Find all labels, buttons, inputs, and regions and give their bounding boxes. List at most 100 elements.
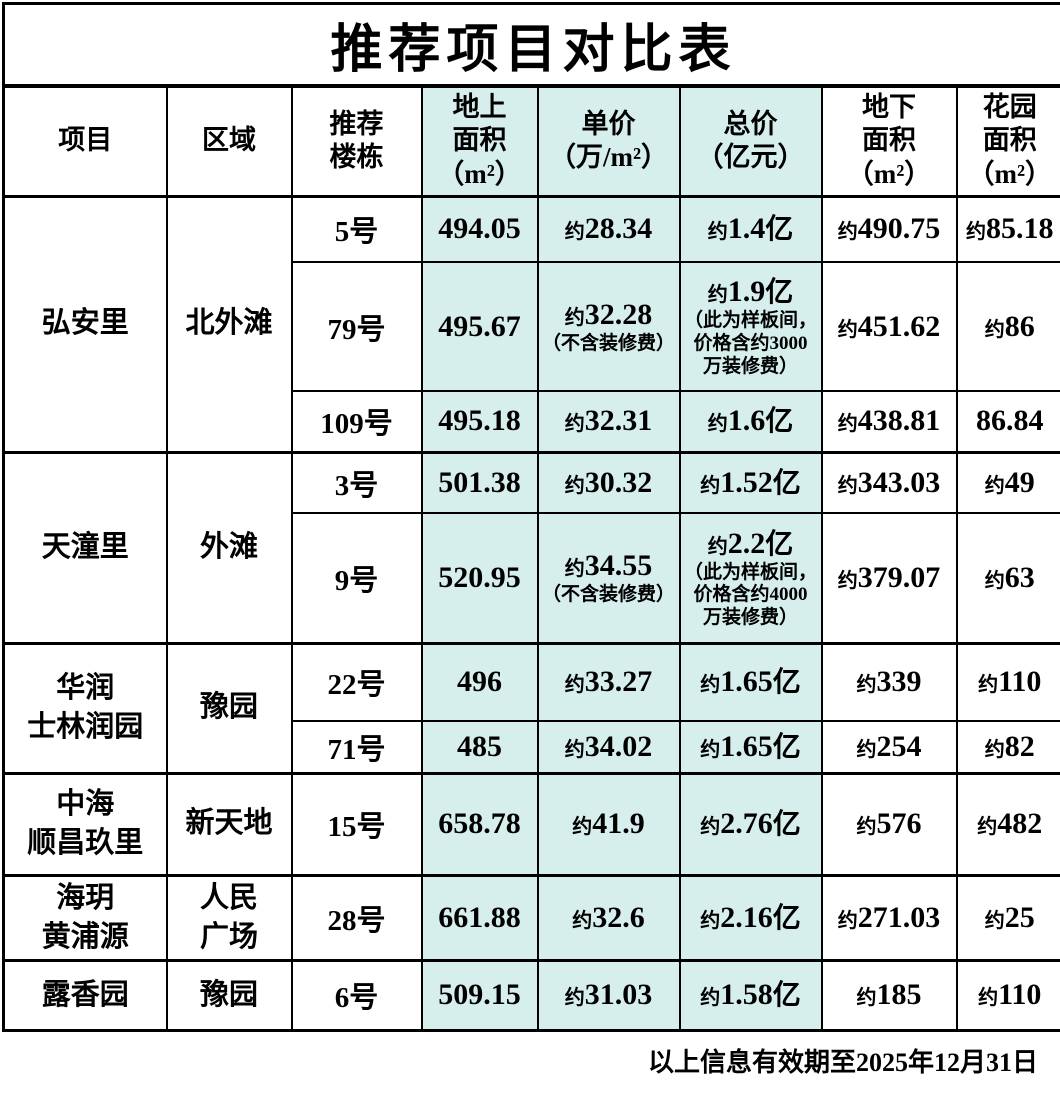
project-cell: 天潼里 [2,450,168,644]
building-cell: 79号 [290,261,423,392]
table-row: 华润 士林润园 豫园 22号 496 约33.27 约1.65亿 约339 约1… [2,641,1060,774]
building-cell: 6号 [290,958,423,1032]
building-cell: 22号 [290,641,423,722]
district-cell: 新天地 [165,771,293,876]
garden-area-cell: 约85.18 [955,194,1060,263]
total-price-value: 约1.9亿 [707,275,794,309]
area-cell: 501.38 [420,450,539,514]
underground-area-cell: 约254 [820,720,958,774]
underground-area-cell: 约379.07 [820,512,958,644]
district-cell: 人民 广场 [165,873,293,962]
underground-area-cell: 约451.62 [820,261,958,392]
underground-area-cell: 约438.81 [820,390,958,453]
page-title: 推荐项目对比表 [1,2,1060,88]
unit-price-cell: 约34.02 [536,720,681,774]
area-cell: 495.67 [420,261,539,392]
total-price-cell: 约2.76亿 [678,771,823,876]
col-header-district: 区域 [165,85,293,198]
area-cell: 495.18 [420,390,539,453]
unit-price-cell: 约34.55 （不含装修费） [536,512,681,644]
area-cell: 496 [420,641,539,722]
unit-price-cell: 约30.32 [536,450,681,514]
project-cell: 华润 士林润园 [2,641,168,774]
unit-price-cell: 约33.27 [536,641,681,722]
project-cell: 弘安里 [2,194,168,453]
total-price-cell: 约2.2亿 （此为样板间， 价格含约4000 万装修费） [678,512,823,644]
unit-price-note: （不含装修费） [541,333,675,355]
total-price-cell: 约1.4亿 [678,194,823,263]
table-row: 中海 顺昌玖里 新天地 15号 658.78 约41.9 约2.76亿 约576… [2,771,1060,876]
table-row: 天潼里 外滩 3号 501.38 约30.32 约1.52亿 约343.03 约… [2,450,1060,644]
total-price-cell: 约2.16亿 [678,873,823,962]
building-cell: 71号 [290,720,423,774]
col-header-above-ground-area: 地上 面积 （m²） [420,85,539,198]
underground-area-cell: 约576 [820,771,958,876]
total-price-cell: 约1.65亿 [678,720,823,774]
project-cell: 中海 顺昌玖里 [2,771,168,876]
building-cell: 5号 [290,194,423,263]
district-cell: 北外滩 [165,194,293,453]
table-row: 海玥 黄浦源 人民 广场 28号 661.88 约32.6 约2.16亿 约27… [2,873,1060,962]
garden-area-cell: 约82 [955,720,1060,774]
unit-price-cell: 约31.03 [536,958,681,1032]
table-row: 露香园 豫园 6号 509.15 约31.03 约1.58亿 约185 约110 [2,958,1060,1032]
underground-area-cell: 约339 [820,641,958,722]
area-cell: 509.15 [420,958,539,1032]
total-price-note: （此为样板间， 价格含约4000 万装修费） [683,561,817,629]
total-price-cell: 约1.6亿 [678,390,823,453]
building-cell: 9号 [290,512,423,644]
garden-area-cell: 约49 [955,450,1060,514]
building-cell: 3号 [290,450,423,514]
unit-price-value: 约34.55 [564,549,653,583]
garden-area-cell: 约25 [955,873,1060,962]
validity-note: 以上信息有效期至2025年12月31日 [647,1047,1038,1077]
district-cell: 豫园 [165,641,293,774]
table-row: 9号 520.95 约34.55 （不含装修费） 约2.2亿 （此为样板间， 价… [4,512,1060,644]
comparison-table: 推荐项目对比表 项目 区域 推荐 楼栋 地上 面积 （m²） 单价 （万/m²）… [1,2,1060,1032]
total-price-cell: 约1.65亿 [678,641,823,722]
unit-price-note: （不含装修费） [541,584,675,606]
underground-area-cell: 约185 [820,958,958,1032]
district-cell: 豫园 [165,958,293,1032]
building-cell: 28号 [290,873,423,962]
total-price-cell: 约1.58亿 [678,958,823,1032]
unit-price-cell: 约32.28 （不含装修费） [536,261,681,392]
unit-price-value: 约32.28 [564,298,653,332]
underground-area-cell: 约343.03 [820,450,958,514]
area-cell: 520.95 [420,512,539,644]
col-header-unit-price: 单价 （万/m²） [536,85,681,198]
table-row: 71号 485 约34.02 约1.65亿 约254 约82 [4,720,1060,774]
unit-price-cell: 约32.6 [536,873,681,962]
header-row: 项目 区域 推荐 楼栋 地上 面积 （m²） 单价 （万/m²） 总价 （亿元）… [2,85,1060,198]
building-cell: 109号 [290,390,423,453]
area-cell: 485 [420,720,539,774]
district-cell: 外滩 [165,450,293,644]
col-header-garden-area: 花园 面积 （m²） [955,85,1060,198]
total-price-value: 约2.2亿 [707,526,794,560]
garden-area-cell: 约63 [955,512,1060,644]
total-price-cell: 约1.9亿 （此为样板间， 价格含约3000 万装修费） [678,261,823,392]
unit-price-cell: 约32.31 [536,390,681,453]
underground-area-cell: 约490.75 [820,194,958,263]
table-row: 79号 495.67 约32.28 （不含装修费） 约1.9亿 （此为样板间， … [4,261,1060,392]
col-header-underground-area: 地下 面积 （m²） [820,85,958,198]
garden-area-cell: 86.84 [955,390,1060,453]
table-row: 弘安里 北外滩 5号 494.05 约28.34 约1.4亿 约490.75 约… [2,194,1060,453]
unit-price-cell: 约28.34 [536,194,681,263]
col-header-total-price: 总价 （亿元） [678,85,823,198]
garden-area-cell: 约86 [955,261,1060,392]
garden-area-cell: 约110 [955,641,1060,722]
area-cell: 661.88 [420,873,539,962]
total-price-note: （此为样板间， 价格含约3000 万装修费） [683,310,817,377]
col-header-project: 项目 [2,85,168,198]
col-header-building: 推荐 楼栋 [290,85,423,198]
unit-price-cell: 约41.9 [536,771,681,876]
project-cell: 海玥 黄浦源 [2,873,168,962]
garden-area-cell: 约110 [955,958,1060,1032]
garden-area-cell: 约482 [955,771,1060,876]
area-cell: 658.78 [420,771,539,876]
project-cell: 露香园 [2,958,168,1032]
underground-area-cell: 约271.03 [820,873,958,962]
building-cell: 15号 [290,771,423,876]
